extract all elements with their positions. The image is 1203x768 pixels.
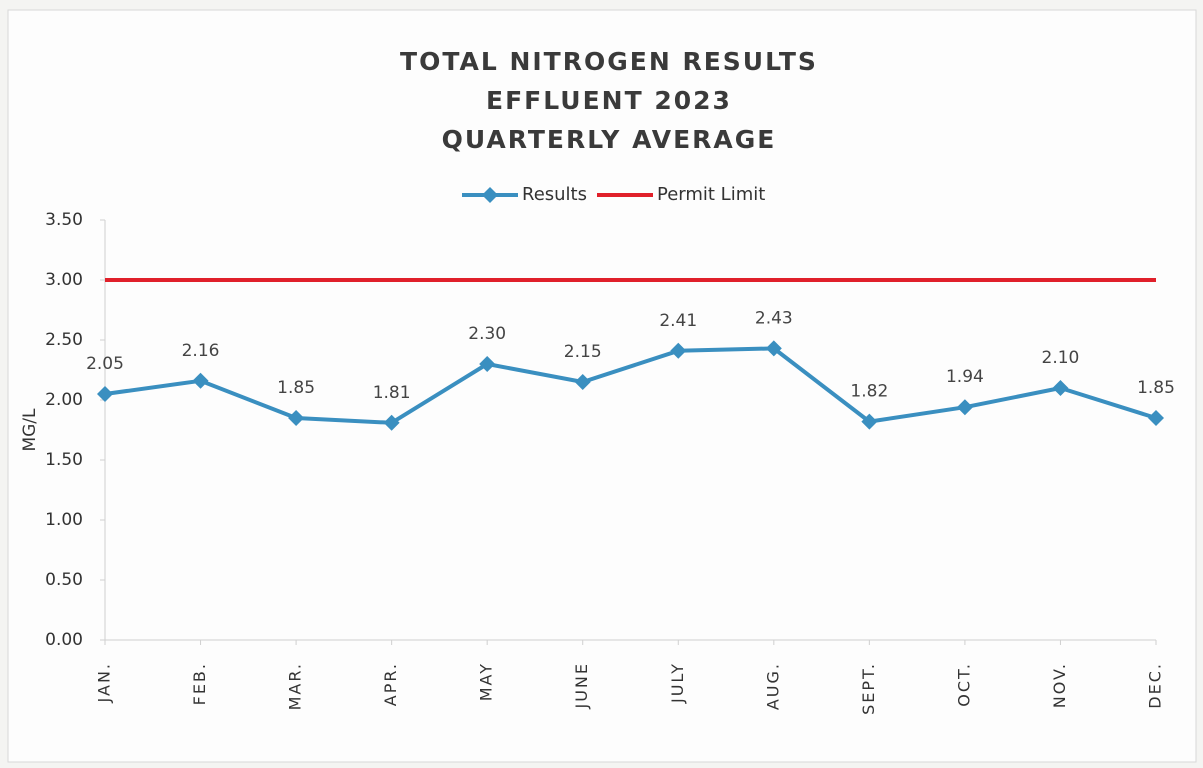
y-tick-label: 1.50 — [45, 450, 83, 470]
x-tick-label: APR. — [381, 662, 400, 706]
marker — [97, 386, 113, 402]
y-tick-label: 3.50 — [45, 210, 83, 230]
x-tick-label: FEB. — [190, 662, 209, 705]
data-label: 1.94 — [946, 367, 984, 387]
x-tick-label: OCT. — [954, 662, 973, 707]
data-label: 2.05 — [86, 354, 124, 374]
chart-title: TOTAL NITROGEN RESULTS — [400, 47, 818, 76]
y-tick-label: 2.00 — [45, 390, 83, 410]
y-axis-label: MG/L — [20, 408, 40, 452]
x-tick-label: MAY — [477, 662, 496, 701]
marker — [574, 374, 591, 390]
data-label: 2.15 — [564, 342, 602, 362]
data-label: 2.30 — [468, 324, 506, 344]
legend-label: Permit Limit — [657, 184, 765, 205]
y-tick-label: 3.00 — [45, 270, 83, 290]
data-label: 2.10 — [1042, 348, 1080, 368]
x-tick-label: MAR. — [286, 662, 305, 710]
chart-title: EFFLUENT 2023 — [486, 86, 732, 115]
chart-title: QUARTERLY AVERAGE — [442, 125, 777, 154]
data-label: 1.82 — [850, 382, 888, 402]
data-label: 2.43 — [755, 308, 793, 328]
marker — [1052, 380, 1069, 396]
x-tick-label: AUG. — [763, 662, 782, 710]
chart-area — [7, 9, 1197, 763]
y-tick-label: 0.00 — [45, 630, 83, 650]
data-label: 2.16 — [182, 341, 220, 361]
y-tick-label: 0.50 — [45, 570, 83, 590]
x-tick-label: JUNE — [572, 662, 591, 710]
data-label: 1.85 — [1137, 378, 1175, 398]
x-tick-label: NOV. — [1050, 662, 1069, 708]
marker — [765, 340, 782, 357]
marker — [861, 413, 878, 430]
marker — [670, 342, 687, 359]
marker — [956, 399, 973, 416]
legend-label: Results — [522, 184, 587, 205]
data-label: 2.41 — [659, 311, 697, 331]
x-tick-label: JAN. — [95, 662, 114, 703]
legend-marker — [482, 187, 498, 203]
marker — [192, 372, 209, 389]
x-tick-label: DEC. — [1146, 662, 1165, 709]
marker — [479, 356, 496, 372]
y-tick-label: 2.50 — [45, 330, 83, 350]
marker — [1148, 410, 1164, 426]
x-tick-label: SEPT. — [859, 662, 878, 715]
data-label: 1.81 — [373, 383, 411, 403]
y-tick-label: 1.00 — [45, 510, 83, 530]
marker — [383, 414, 400, 431]
marker — [288, 410, 305, 426]
data-label: 1.85 — [277, 378, 315, 398]
x-tick-label: JULY — [668, 662, 687, 704]
series-line — [104, 346, 1157, 425]
